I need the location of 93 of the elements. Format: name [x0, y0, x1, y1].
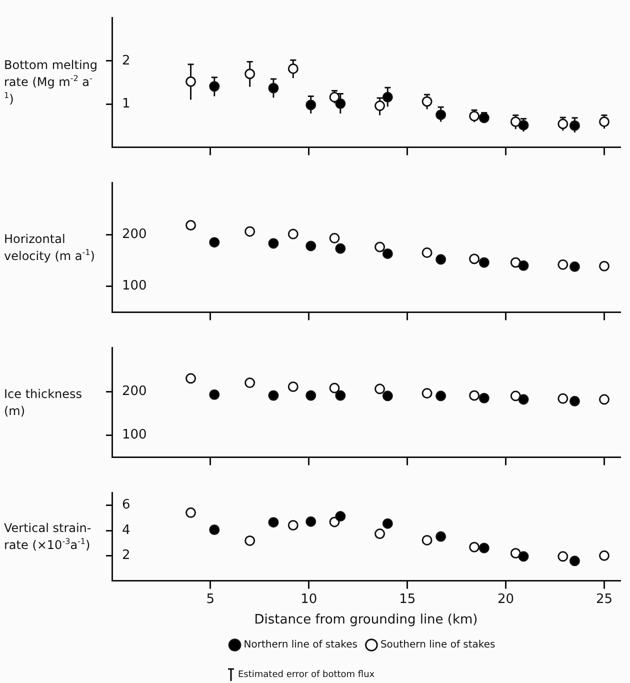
- text: Bottom melting rate (Mg m$^{-2}$ a$^{-}$$^{1}$): [4, 58, 98, 106]
- point: [558, 259, 568, 270]
- point: [374, 384, 386, 394]
- point: [335, 243, 346, 254]
- point: [569, 261, 580, 272]
- point: [186, 220, 196, 230]
- point: [382, 518, 393, 529]
- point: [288, 228, 298, 240]
- point: [209, 81, 220, 92]
- y-axis-title: Vertical strain-rate (×10$^{-3}$a$^{-1}$): [4, 520, 92, 554]
- x-axis-title: Distance from grounding line (km): [254, 612, 478, 628]
- point: [599, 260, 610, 272]
- y-tick-label: 100: [122, 278, 147, 294]
- point: [422, 96, 432, 107]
- y-tick-label: 200: [122, 384, 147, 399]
- point: [329, 382, 340, 394]
- y-tick-label: 100: [122, 428, 147, 443]
- point: [478, 392, 490, 404]
- point: [469, 542, 480, 552]
- point: [209, 524, 220, 536]
- point: [599, 116, 610, 127]
- point: [518, 394, 529, 405]
- point: [436, 254, 446, 265]
- point: [268, 390, 279, 401]
- point: [558, 551, 568, 562]
- point: [436, 531, 446, 542]
- point: [569, 396, 580, 406]
- point: [209, 237, 220, 248]
- y-axis-title: Horizontal velocity (m a$^{-1}$): [4, 230, 96, 264]
- point: [599, 394, 610, 405]
- point: [422, 534, 432, 546]
- point: [469, 390, 480, 401]
- text: Estimated error of bottom flux: [238, 670, 375, 680]
- y-tick-label: 2: [122, 53, 130, 68]
- point: [469, 254, 480, 264]
- point: [374, 528, 386, 540]
- point: [569, 120, 580, 131]
- point: [422, 247, 432, 258]
- point: [288, 520, 298, 530]
- x-tick-label: 25: [596, 592, 613, 607]
- point: [374, 100, 386, 112]
- y-tick-label: 200: [122, 226, 147, 242]
- point: [436, 390, 446, 402]
- point: [436, 110, 446, 120]
- point: [268, 517, 279, 528]
- point: [244, 68, 256, 80]
- point: [268, 82, 279, 94]
- x-tick-label: 5: [206, 592, 215, 607]
- x-tick-label: 20: [498, 592, 514, 607]
- y-tick-label: 1: [122, 96, 130, 112]
- point: [558, 118, 568, 130]
- y-axis-title: Ice thickness (m): [4, 386, 84, 420]
- point: [288, 63, 298, 74]
- point: [558, 393, 568, 404]
- point: [478, 542, 490, 554]
- point: [518, 260, 529, 271]
- point: [335, 98, 346, 109]
- point: [186, 507, 196, 518]
- point: [306, 100, 316, 110]
- point: [335, 511, 346, 522]
- point: [510, 548, 521, 559]
- point: [478, 257, 490, 268]
- point: [335, 390, 346, 401]
- point: [510, 257, 521, 268]
- point: [599, 550, 610, 561]
- x-tick-label: 15: [399, 592, 416, 607]
- point: [186, 373, 196, 384]
- y-tick-label: 4: [122, 522, 130, 538]
- point: [288, 381, 298, 392]
- point: [186, 76, 196, 87]
- legend-label: Northern line of stakes: [244, 640, 358, 651]
- point: [382, 390, 393, 402]
- point: [382, 92, 393, 102]
- point: [244, 535, 256, 546]
- point: [268, 238, 279, 249]
- point: [244, 378, 256, 388]
- x-tick-label: 10: [300, 592, 318, 607]
- point: [422, 388, 432, 399]
- point: [306, 516, 316, 527]
- point: [306, 240, 316, 252]
- point: [329, 232, 340, 244]
- point: [510, 390, 521, 402]
- point: [244, 226, 256, 237]
- legend-label: Southern line of stakes: [380, 640, 496, 651]
- y-tick-label: 2: [122, 548, 130, 564]
- y-tick-label: 6: [122, 498, 130, 513]
- point: [374, 242, 386, 252]
- point: [569, 556, 580, 566]
- point: [510, 116, 521, 127]
- point: [382, 248, 393, 259]
- point: [306, 390, 316, 401]
- point: [209, 389, 220, 400]
- point: [518, 551, 529, 562]
